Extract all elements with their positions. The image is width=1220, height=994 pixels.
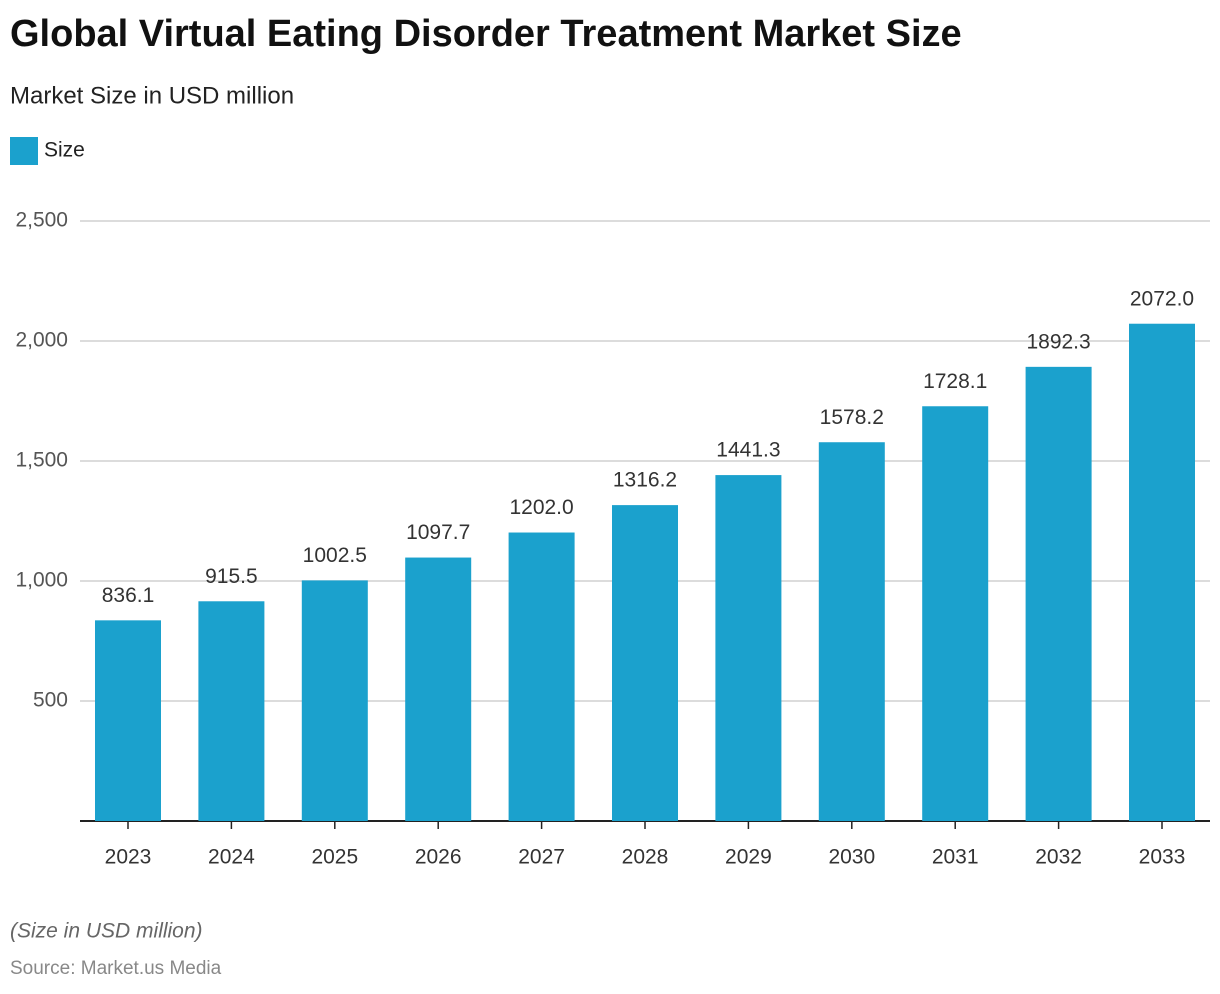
bar (715, 475, 782, 821)
x-tick-label: 2032 (1035, 846, 1082, 869)
bar (95, 620, 161, 821)
source: Source: Market.us Media (10, 958, 222, 979)
bar (1129, 323, 1195, 821)
bar (922, 406, 989, 821)
bar (508, 532, 575, 821)
x-tick-label: 2031 (932, 846, 979, 869)
x-tick-label: 2025 (311, 846, 358, 869)
data-label: 2072.0 (1130, 287, 1194, 310)
x-tick-label: 2028 (622, 846, 669, 869)
y-tick-label: 1,500 (15, 449, 68, 472)
legend-label: Size (44, 139, 85, 162)
y-tick-label: 500 (33, 689, 68, 712)
bar (301, 580, 368, 821)
data-label: 1578.2 (820, 406, 884, 429)
x-tick-label: 2033 (1139, 846, 1186, 869)
y-tick-label: 2,500 (15, 209, 68, 232)
data-label: 1097.7 (406, 521, 470, 544)
x-tick-label: 2023 (105, 846, 152, 869)
x-tick-label: 2024 (208, 846, 255, 869)
bar (818, 442, 885, 821)
x-tick-label: 2027 (518, 846, 565, 869)
x-tick-label: 2026 (415, 846, 462, 869)
data-label: 1202.0 (509, 496, 573, 519)
y-tick-label: 2,000 (15, 329, 68, 352)
chart-title: Global Virtual Eating Disorder Treatment… (10, 13, 962, 55)
data-label: 1441.3 (716, 439, 780, 462)
data-label: 1002.5 (303, 544, 367, 567)
bar (405, 557, 472, 821)
x-tick-label: 2029 (725, 846, 772, 869)
legend-swatch (10, 137, 38, 165)
bar (612, 505, 678, 821)
data-label: 1728.1 (923, 370, 987, 393)
data-label: 836.1 (102, 584, 155, 607)
data-label: 1316.2 (613, 469, 677, 492)
note: (Size in USD million) (10, 920, 203, 943)
chart-subtitle: Market Size in USD million (10, 82, 294, 109)
data-label: 915.5 (205, 565, 258, 588)
bar (1025, 366, 1092, 821)
bar (198, 601, 265, 821)
x-tick-label: 2030 (828, 846, 875, 869)
data-label: 1892.3 (1026, 330, 1090, 353)
y-tick-label: 1,000 (15, 569, 68, 592)
